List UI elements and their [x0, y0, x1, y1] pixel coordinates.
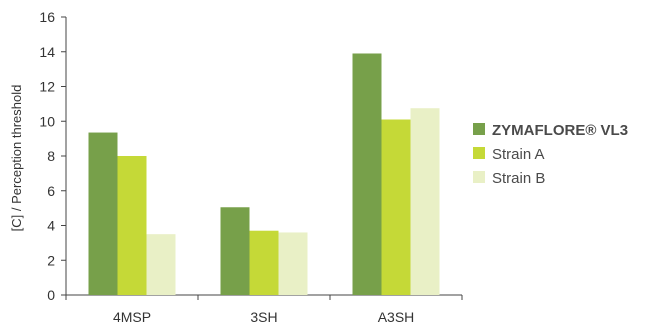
bar-a3sh-series-3: [410, 108, 440, 295]
y-tick-label: 6: [47, 183, 55, 199]
bar-3sh-series-2: [249, 230, 279, 295]
x-category-label: A3SH: [378, 309, 415, 325]
y-tick-label: 16: [39, 9, 55, 25]
bar-a3sh-series-1: [352, 53, 382, 295]
legend-label: ZYMAFLORE® VL3: [492, 122, 628, 139]
y-tick-label: 12: [39, 79, 55, 95]
legend: ZYMAFLORE® VL3 Strain A Strain B: [473, 122, 628, 187]
y-tick-label: 2: [47, 252, 55, 268]
legend-swatch: [473, 123, 485, 135]
x-category-label: 4MSP: [113, 309, 151, 325]
bar-4msp-series-3: [146, 234, 176, 295]
bar-4msp-series-1: [88, 132, 118, 295]
y-axis-title-group: [C] / Perception threshold: [9, 85, 24, 232]
x-labels: 4MSP 3SH A3SH: [113, 309, 414, 325]
bar-3sh-series-3: [278, 232, 308, 295]
y-tick-label: 14: [39, 44, 55, 60]
y-tick-label: 0: [47, 287, 55, 303]
y-tick-label: 10: [39, 113, 55, 129]
legend-label: Strain A: [492, 146, 545, 163]
bar-4msp-series-2: [117, 156, 147, 295]
bar-3sh-series-1: [220, 207, 250, 295]
y-tick-label: 8: [47, 148, 55, 164]
bar-a3sh-series-2: [381, 119, 411, 295]
y-ticks: 0 2 4 6 8 10 12 14 16: [39, 9, 66, 303]
x-category-label: 3SH: [250, 309, 277, 325]
legend-swatch: [473, 147, 485, 159]
legend-label: Strain B: [492, 170, 545, 187]
y-axis-title: [C] / Perception threshold: [9, 85, 24, 232]
y-tick-label: 4: [47, 218, 55, 234]
bars: [88, 53, 440, 295]
legend-swatch: [473, 171, 485, 183]
